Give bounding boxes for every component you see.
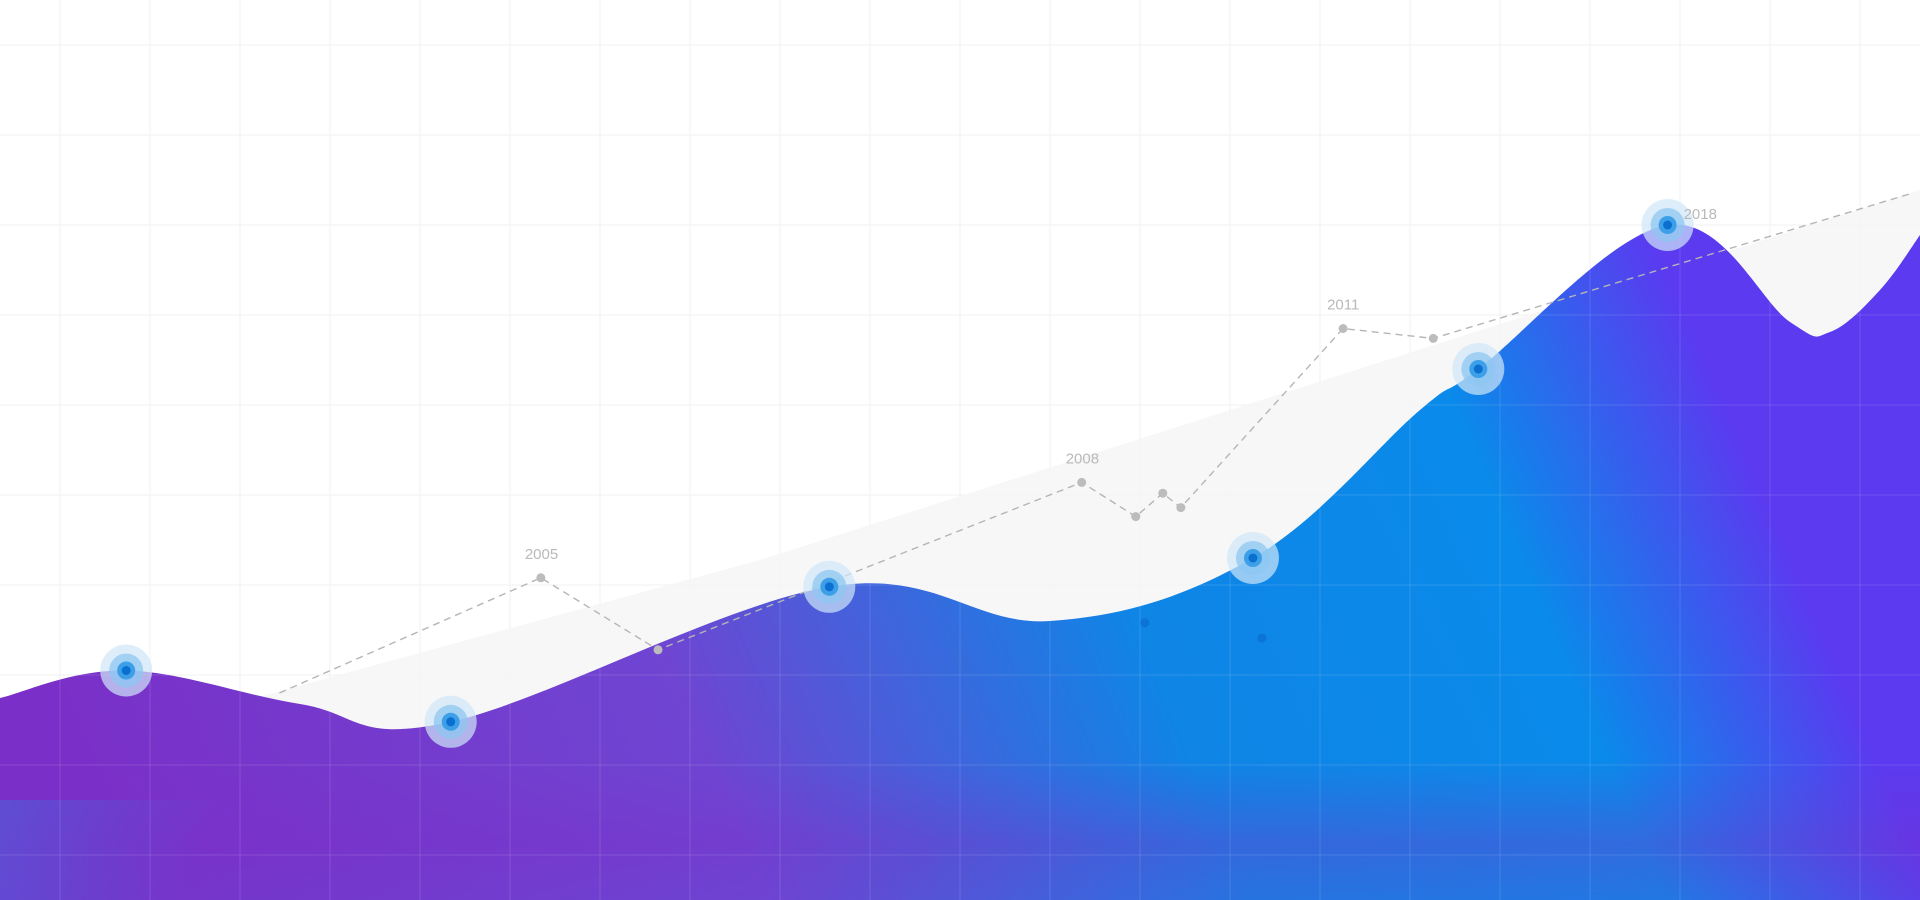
small-point [1140, 618, 1150, 628]
dashed-line [279, 192, 1912, 694]
line-point [536, 573, 546, 583]
line-point [1077, 477, 1087, 487]
year-label-2011: 2011 [1327, 297, 1359, 314]
line-point [1158, 488, 1168, 498]
line-point [1338, 324, 1348, 333]
year-label-2008: 2008 [1066, 450, 1099, 467]
area-shade [0, 224, 1920, 900]
dashed-series [279, 192, 1912, 694]
line-point [1176, 503, 1186, 513]
line-point [653, 645, 663, 655]
highlight-point [824, 582, 834, 592]
point-labels: 2005 2008 2011 2018 [525, 206, 1717, 563]
year-label-2018: 2018 [1684, 206, 1717, 223]
data-markers [100, 199, 1694, 748]
area-series [0, 224, 1920, 900]
line-point [1131, 512, 1141, 522]
highlight-point [446, 717, 456, 727]
highlight-point [1663, 220, 1673, 230]
highlight-point [1473, 364, 1483, 374]
small-point [1257, 633, 1267, 643]
highlight-point [121, 666, 131, 675]
line-point [1428, 333, 1438, 343]
highlight-point [1248, 553, 1258, 563]
year-label-2005: 2005 [525, 546, 558, 563]
area-corner-tint [0, 800, 260, 900]
